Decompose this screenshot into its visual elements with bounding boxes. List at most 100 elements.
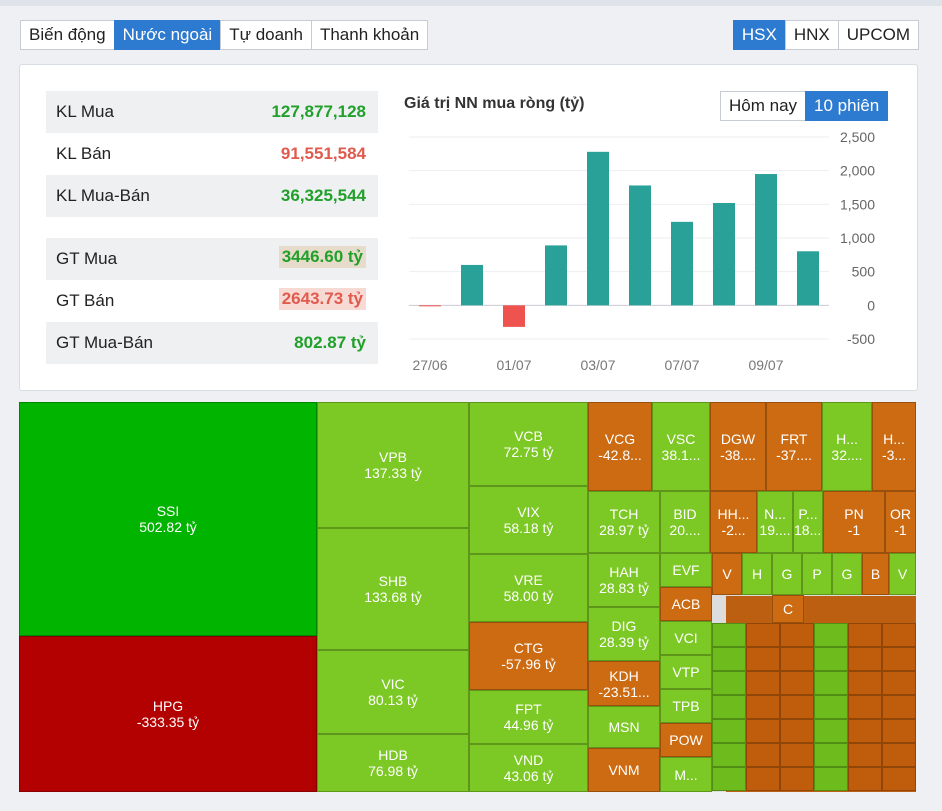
- treemap-small-cell[interactable]: [848, 719, 882, 743]
- treemap-cell[interactable]: G: [832, 553, 862, 595]
- treemap-small-cell[interactable]: [712, 647, 746, 671]
- treemap-cell[interactable]: H: [742, 553, 772, 595]
- treemap-cell[interactable]: P... 18....: [793, 491, 823, 553]
- treemap-small-cell[interactable]: [780, 719, 814, 743]
- treemap-small-cell[interactable]: [712, 671, 746, 695]
- treemap-cell[interactable]: N... 19....: [757, 491, 793, 553]
- tab-hnx[interactable]: HNX: [784, 20, 839, 50]
- treemap-cell[interactable]: HAH 28.83 tỷ: [588, 553, 660, 607]
- treemap-cell[interactable]: H... 32....: [822, 402, 872, 491]
- treemap-small-cell[interactable]: [712, 719, 746, 743]
- treemap-small-cell[interactable]: [814, 623, 848, 647]
- treemap-small-cell[interactable]: [882, 695, 916, 719]
- treemap-cell[interactable]: SSI 502.82 tỷ: [19, 402, 317, 636]
- treemap-cell[interactable]: SHB 133.68 tỷ: [317, 528, 469, 650]
- treemap-small-cell[interactable]: [814, 743, 848, 767]
- tab-thanh-khoan[interactable]: Thanh khoản: [310, 20, 429, 50]
- treemap-small-cell[interactable]: [746, 671, 780, 695]
- range-today-button[interactable]: Hôm nay: [720, 91, 807, 121]
- treemap-cell[interactable]: VCB 72.75 tỷ: [469, 402, 588, 486]
- treemap-small-cell[interactable]: [848, 767, 882, 791]
- treemap-small-cell[interactable]: [882, 647, 916, 671]
- treemap-small-cell[interactable]: [814, 671, 848, 695]
- tab-upcom[interactable]: UPCOM: [837, 20, 919, 50]
- treemap-cell[interactable]: HDB 76.98 tỷ: [317, 734, 469, 792]
- treemap-cell[interactable]: EVF: [660, 553, 712, 587]
- treemap-small-cell[interactable]: [780, 623, 814, 647]
- range-10-sessions-button[interactable]: 10 phiên: [805, 91, 889, 121]
- treemap-small-cell[interactable]: [848, 671, 882, 695]
- treemap-cell[interactable]: VIX 58.18 tỷ: [469, 486, 588, 554]
- treemap-cell[interactable]: CTG -57.96 tỷ: [469, 622, 588, 690]
- treemap-small-cell[interactable]: [746, 767, 780, 791]
- treemap-small-cell[interactable]: [882, 767, 916, 791]
- tab-bien-dong[interactable]: Biến động: [20, 20, 115, 50]
- treemap-cell[interactable]: P: [802, 553, 832, 595]
- treemap-cell[interactable]: DGW -38....: [710, 402, 766, 491]
- treemap-small-cell[interactable]: [780, 767, 814, 791]
- treemap-small-cell[interactable]: [882, 719, 916, 743]
- treemap-cell[interactable]: VIC 80.13 tỷ: [317, 650, 469, 734]
- treemap-small-cell[interactable]: [712, 695, 746, 719]
- treemap-cell-code: G: [841, 566, 853, 582]
- treemap-cell[interactable]: V: [889, 553, 916, 595]
- treemap-cell[interactable]: ACB: [660, 587, 712, 621]
- treemap-cell[interactable]: V: [712, 553, 742, 595]
- treemap-cell[interactable]: KDH -23.51...: [588, 661, 660, 706]
- treemap-small-cell[interactable]: [814, 647, 848, 671]
- treemap-cell[interactable]: VPB 137.33 tỷ: [317, 402, 469, 528]
- treemap-cell-value: -42.8...: [598, 446, 642, 463]
- treemap-small-cell[interactable]: [712, 767, 746, 791]
- treemap-cell[interactable]: OR -1: [885, 491, 916, 553]
- treemap-small-cell[interactable]: [712, 743, 746, 767]
- treemap-small-cell[interactable]: [848, 695, 882, 719]
- treemap-cell[interactable]: BID 20....: [660, 491, 710, 553]
- treemap-cell[interactable]: FPT 44.96 tỷ: [469, 690, 588, 744]
- treemap-small-cell[interactable]: [712, 623, 746, 647]
- treemap-cell[interactable]: VRE 58.00 tỷ: [469, 554, 588, 622]
- treemap-cell[interactable]: FRT -37....: [766, 402, 822, 491]
- treemap-cell[interactable]: VTP: [660, 655, 712, 689]
- treemap-small-cell[interactable]: [746, 623, 780, 647]
- treemap-cell[interactable]: VND 43.06 tỷ: [469, 744, 588, 792]
- treemap-small-cell[interactable]: [780, 671, 814, 695]
- treemap-small-cell[interactable]: [882, 743, 916, 767]
- tab-hsx[interactable]: HSX: [732, 20, 786, 50]
- treemap-small-cell[interactable]: [814, 719, 848, 743]
- treemap-cell[interactable]: PN -1: [823, 491, 885, 553]
- treemap-cell[interactable]: B: [862, 553, 889, 595]
- treemap-cell[interactable]: M...: [660, 757, 712, 792]
- treemap-small-cell[interactable]: [848, 623, 882, 647]
- treemap-small-cell[interactable]: [746, 647, 780, 671]
- treemap-cell[interactable]: VCI: [660, 621, 712, 655]
- treemap-small-cell[interactable]: [882, 623, 916, 647]
- treemap-small-cell[interactable]: [814, 767, 848, 791]
- treemap-cell[interactable]: TCH 28.97 tỷ: [588, 491, 660, 553]
- treemap-cell[interactable]: VNM: [588, 748, 660, 792]
- treemap-small-cell[interactable]: [814, 695, 848, 719]
- treemap-small-cell[interactable]: [780, 647, 814, 671]
- treemap-cell[interactable]: VSC 38.1...: [652, 402, 710, 491]
- treemap-cell-content: M...: [661, 767, 711, 783]
- tab-nuoc-ngoai[interactable]: Nước ngoài: [113, 20, 222, 50]
- treemap-cell[interactable]: HH... -2...: [710, 491, 757, 553]
- treemap-cell[interactable]: H... -3...: [872, 402, 916, 491]
- treemap-small-cell[interactable]: [848, 743, 882, 767]
- treemap-cell[interactable]: MSN: [588, 706, 660, 748]
- treemap-small-cell[interactable]: [746, 719, 780, 743]
- treemap-cell[interactable]: POW: [660, 723, 712, 757]
- treemap-small-cell[interactable]: [780, 743, 814, 767]
- treemap-cell[interactable]: HPG -333.35 tỷ: [19, 636, 317, 792]
- treemap-cell[interactable]: DIG 28.39 tỷ: [588, 607, 660, 661]
- treemap-small-cell[interactable]: [746, 695, 780, 719]
- treemap-small-cell[interactable]: [882, 671, 916, 695]
- treemap-cell[interactable]: TPB: [660, 689, 712, 723]
- treemap-cell[interactable]: VCG -42.8...: [588, 402, 652, 491]
- treemap-cell-value: 137.33 tỷ: [364, 465, 422, 481]
- treemap-small-cell[interactable]: [848, 647, 882, 671]
- treemap-small-cell[interactable]: [746, 743, 780, 767]
- treemap-cell[interactable]: G: [772, 553, 802, 595]
- treemap-cell[interactable]: C: [772, 595, 804, 623]
- treemap-small-cell[interactable]: [780, 695, 814, 719]
- tab-tu-doanh[interactable]: Tự doanh: [220, 20, 312, 50]
